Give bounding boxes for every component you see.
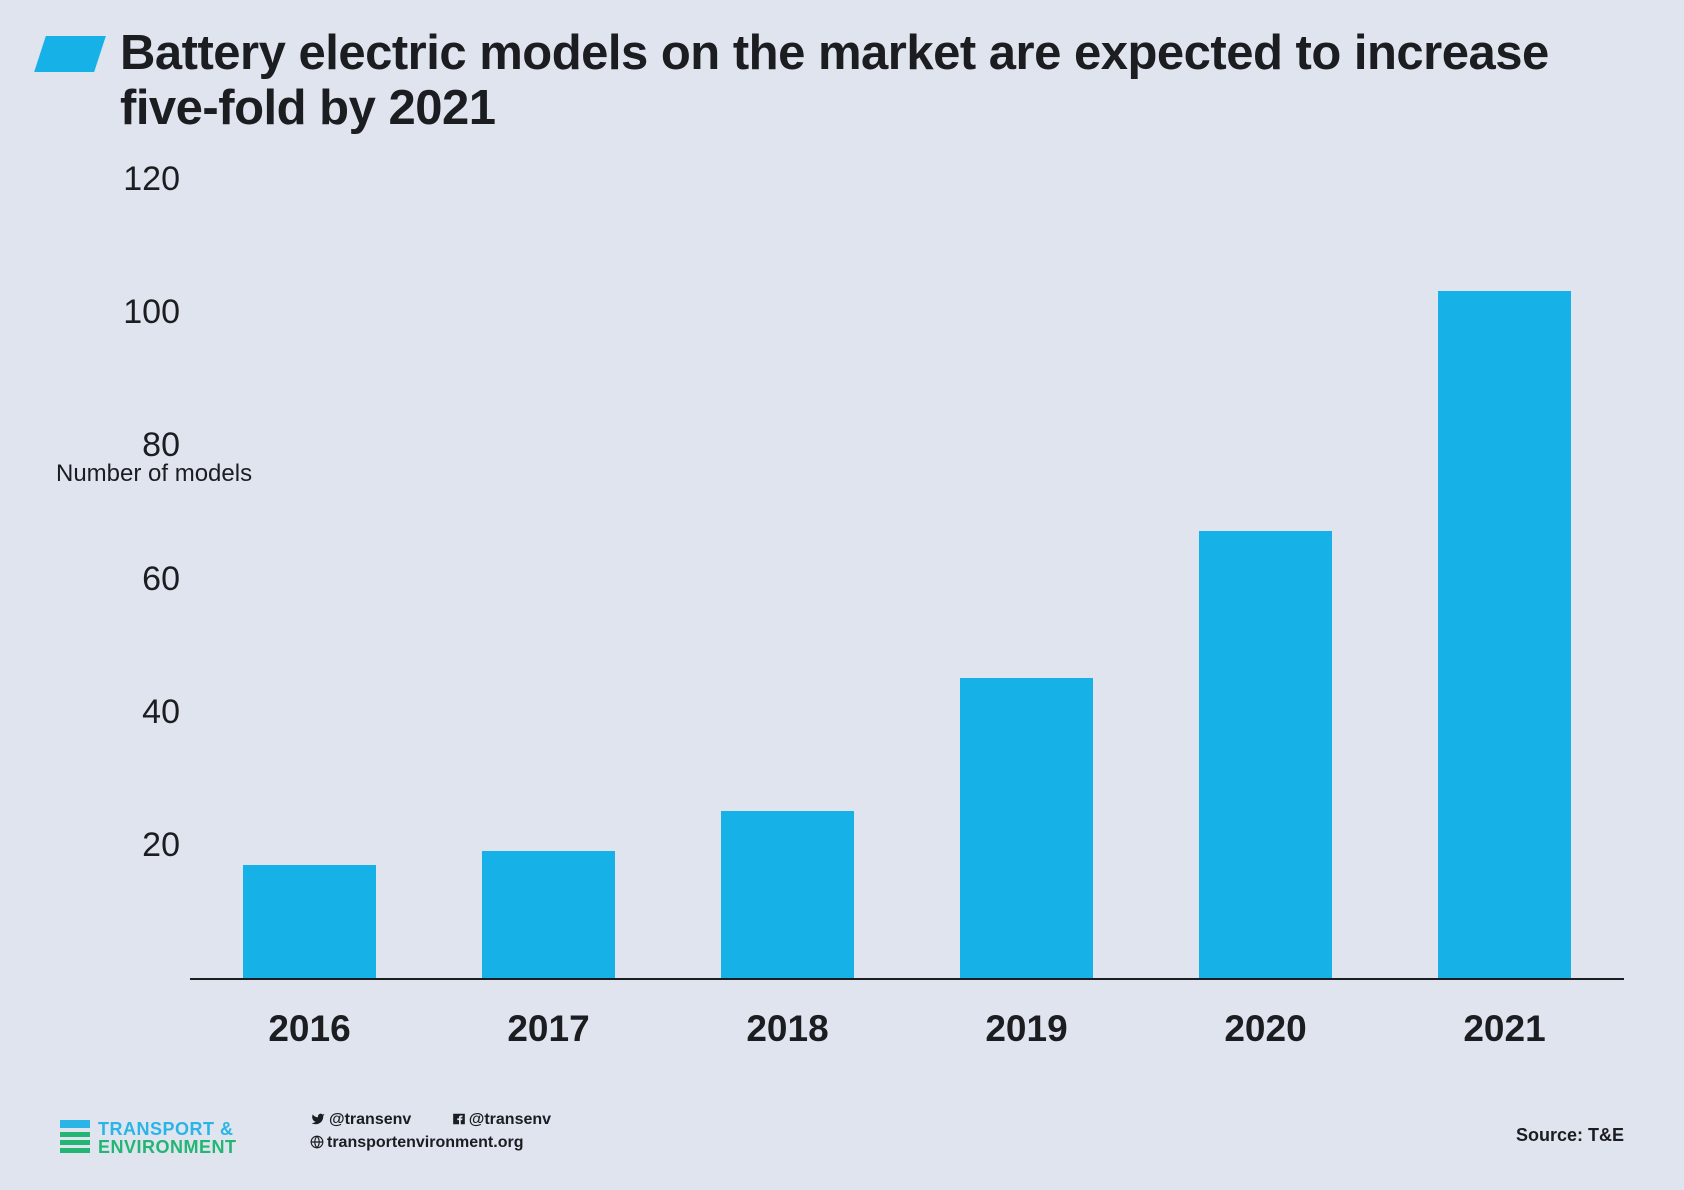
bar (960, 678, 1094, 978)
y-tick-label: 40 (70, 693, 180, 732)
x-axis-baseline (190, 978, 1624, 980)
bar (482, 851, 616, 978)
globe-icon (310, 1135, 324, 1149)
website-link[interactable]: transportenvironment.org (310, 1134, 541, 1151)
y-tick-label: 60 (70, 560, 180, 599)
plot-area: 201620172018201920202021 (190, 180, 1624, 980)
x-tick-label: 2020 (1146, 1008, 1385, 1050)
source-attribution: Source: T&E (1516, 1125, 1624, 1146)
x-tick-label: 2016 (190, 1008, 429, 1050)
twitter-link[interactable]: @transenv (310, 1111, 434, 1128)
logo-mark-icon (60, 1120, 90, 1156)
y-tick-label: 120 (70, 160, 180, 199)
x-tick-label: 2018 (668, 1008, 907, 1050)
twitter-icon (310, 1112, 326, 1126)
logo-text-top: TRANSPORT & (98, 1120, 237, 1138)
title-accent-block (34, 36, 106, 72)
y-tick-label: 80 (70, 426, 180, 465)
chart-title: Battery electric models on the market ar… (120, 26, 1640, 136)
bar (243, 865, 377, 978)
x-tick-label: 2021 (1385, 1008, 1624, 1050)
brand-logo: TRANSPORT & ENVIRONMENT (60, 1120, 237, 1156)
x-tick-label: 2017 (429, 1008, 668, 1050)
y-tick-label: 20 (70, 826, 180, 865)
logo-text-bottom: ENVIRONMENT (98, 1138, 237, 1156)
bar (721, 811, 855, 978)
footer: TRANSPORT & ENVIRONMENT @transenv @trans… (60, 1098, 1624, 1156)
facebook-icon (452, 1112, 466, 1126)
y-tick-label: 100 (70, 293, 180, 332)
x-tick-label: 2019 (907, 1008, 1146, 1050)
facebook-link[interactable]: @transenv (452, 1111, 569, 1128)
social-links: @transenv @transenv transportenvironment… (310, 1109, 587, 1154)
bar-chart: Number of models 20162017201820192020202… (60, 180, 1624, 1050)
title-row: Battery electric models on the market ar… (44, 26, 1640, 136)
bar (1438, 291, 1572, 978)
bar (1199, 531, 1333, 978)
